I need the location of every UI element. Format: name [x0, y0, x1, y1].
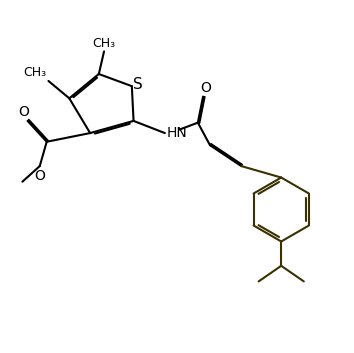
Text: O: O: [34, 169, 45, 183]
Text: O: O: [200, 81, 211, 95]
Text: CH₃: CH₃: [92, 37, 116, 50]
Text: S: S: [133, 77, 143, 92]
Text: O: O: [18, 105, 29, 119]
Text: CH₃: CH₃: [24, 66, 47, 78]
Text: HN: HN: [167, 126, 187, 140]
